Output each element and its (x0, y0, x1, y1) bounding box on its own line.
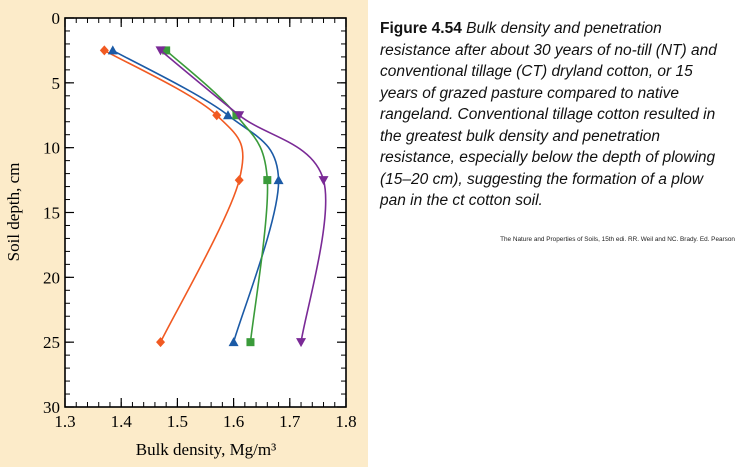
square-marker (263, 176, 272, 185)
chart-panel: 1.3 1.4 1.5 1.6 1.7 1.8 0 5 10 15 20 25 30 Bulk dens… (0, 0, 368, 467)
diamond-marker (99, 45, 109, 56)
series-line-triangle-down (160, 49, 327, 343)
triangle-down-marker (234, 111, 245, 121)
diamond-marker (156, 337, 166, 348)
x-axis-title: Bulk density, Mg/m³ (136, 440, 276, 459)
bulk-density-chart: 1.3 1.4 1.5 1.6 1.7 1.8 0 5 10 15 20 25 30 Bulk dens… (4, 9, 357, 459)
figure-caption-text: Bulk density and penetration resistance … (380, 20, 717, 209)
x-tick-label: 1.5 (167, 412, 188, 431)
square-marker (232, 111, 241, 120)
square-marker (162, 46, 171, 55)
x-tick-label: 1.4 (111, 412, 133, 431)
ticks-layer: 1.3 1.4 1.5 1.6 1.7 1.8 0 5 10 15 20 25 30 (43, 9, 357, 431)
y-tick-label: 25 (43, 333, 60, 352)
square-marker (246, 338, 255, 347)
y-tick-label: 10 (43, 139, 60, 158)
plot-area (64, 17, 347, 408)
triangle-down-marker (318, 176, 329, 186)
figure-caption: Figure 4.54 Bulk density and penetration… (380, 18, 732, 212)
series-line-diamond (103, 49, 244, 343)
triangle-up-marker (228, 337, 239, 347)
y-tick-label: 30 (43, 398, 60, 417)
triangle-down-marker (296, 338, 307, 348)
triangle-up-marker (273, 175, 284, 185)
y-axis-title: Soil depth, cm (4, 163, 23, 262)
x-tick-label: 1.3 (54, 412, 75, 431)
y-tick-label: 20 (43, 268, 60, 287)
y-tick-label: 0 (52, 9, 61, 28)
source-citation: The Nature and Properties of Soils, 15th… (500, 236, 735, 243)
diamond-marker (212, 110, 222, 121)
triangle-down-marker (155, 46, 166, 56)
diamond-marker (234, 175, 244, 186)
x-tick-label: 1.6 (223, 412, 244, 431)
triangle-up-marker (222, 110, 233, 120)
x-tick-label: 1.8 (335, 412, 356, 431)
series-line-square (165, 49, 269, 343)
triangle-up-marker (107, 45, 118, 55)
y-tick-label: 5 (52, 74, 61, 93)
y-tick-label: 15 (43, 204, 60, 223)
series-layer (99, 45, 329, 348)
figure-label: Figure 4.54 (380, 20, 462, 37)
x-tick-label: 1.7 (279, 412, 301, 431)
series-line-triangle-up (112, 49, 280, 343)
